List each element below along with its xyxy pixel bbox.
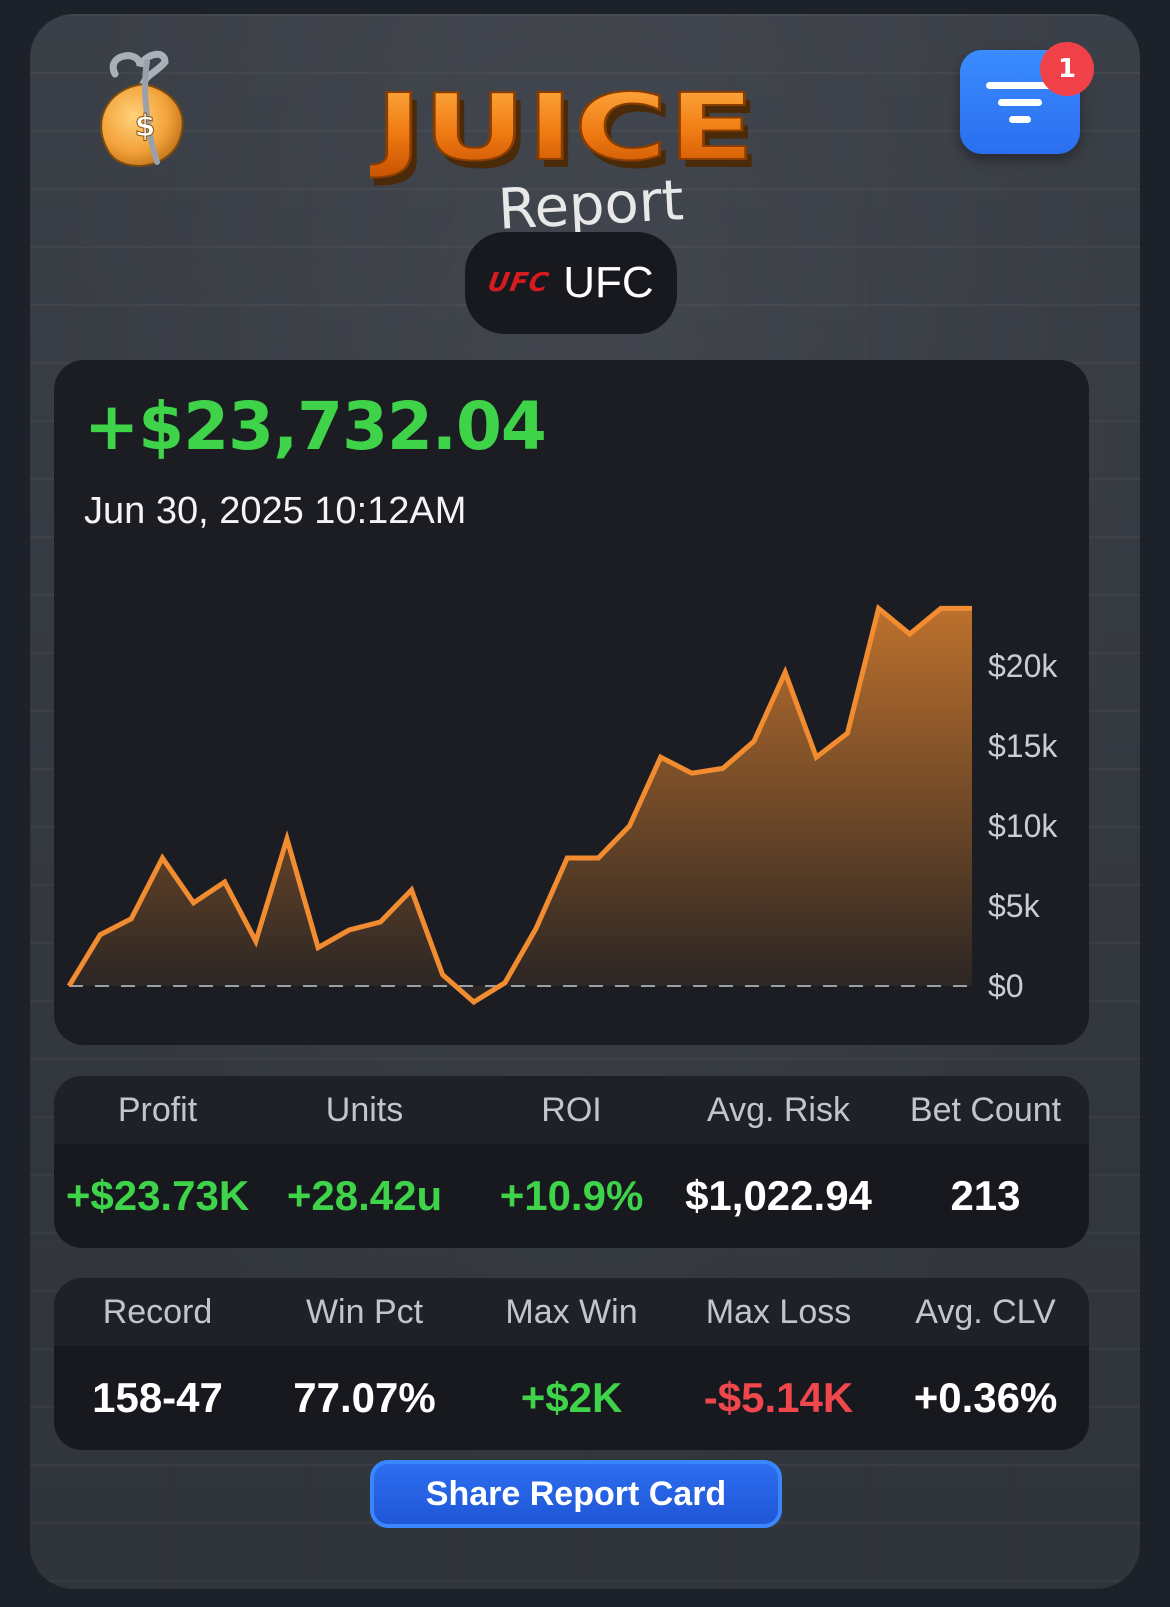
logo-juice: JUICE [370,74,755,181]
ufc-logo-icon: UFC [485,268,552,298]
value-roi: +10.9% [499,1172,644,1219]
stats-table-2: Record Win Pct Max Win Max Loss Avg. CLV… [54,1278,1089,1450]
value-bet-count: 213 [950,1172,1021,1219]
value-profit: +$23.73K [65,1172,250,1219]
svg-text:JUICE: JUICE [373,82,761,189]
header-profit: Profit [117,1090,198,1129]
stats-header-row: Record Win Pct Max Win Max Loss Avg. CLV [54,1278,1089,1346]
header-roi: ROI [541,1090,602,1129]
header-record: Record [102,1292,213,1331]
value-max-loss: -$5.14K [703,1374,854,1421]
filter-icon [986,82,1054,123]
value-max-win: +$2K [520,1374,623,1421]
y-tick-label: $0 [988,968,1024,1004]
y-tick-label: $15k [988,728,1058,764]
y-tick-label: $10k [988,808,1058,844]
logo-report: Report [497,168,686,234]
header-avg-risk: Avg. Risk [707,1090,850,1129]
sport-name: UFC [563,258,654,307]
value-record: 158-47 [92,1374,223,1421]
juice-report-logo: JUICE JUICE Report [370,73,761,234]
stats-value-row: +$23.73K +28.42u +10.9% $1,022.94 213 [54,1144,1089,1248]
value-avg-risk: $1,022.94 [685,1172,872,1219]
profit-chart-panel: +$23,732.04 Jun 30, 2025 10:12AM $20k $15… [54,360,1089,1045]
sport-selector[interactable]: UFC UFC [465,232,677,334]
value-units: +28.42u [286,1172,443,1219]
stats-value-row: 158-47 77.07% +$2K -$5.14K +0.36% [54,1346,1089,1450]
stats-table-1: Profit Units ROI Avg. Risk Bet Count +$2… [54,1076,1089,1248]
header-units: Units [325,1090,404,1129]
profit-series-line [66,603,972,1006]
value-avg-clv: +0.36% [913,1374,1058,1421]
svg-text:$: $ [135,109,156,144]
header-avg-clv: Avg. CLV [915,1292,1056,1331]
y-tick-label: $20k [988,648,1058,684]
value-win-pct: 77.07% [293,1374,436,1421]
share-report-card-button[interactable]: Share Report Card [370,1460,782,1528]
stats-header-row: Profit Units ROI Avg. Risk Bet Count [54,1076,1089,1144]
chart-area-fill [69,608,972,1002]
money-bag-icon: $ [100,50,184,167]
report-card: $ JUICE JUICE Report 1 UFC UFC +$23,732.… [30,14,1140,1589]
total-profit: +$23,732.04 [84,388,547,465]
y-tick-label: $5k [988,888,1041,924]
filter-count-badge: 1 [1040,42,1094,96]
profit-area-chart[interactable]: $20k $15k $10k $5k $0 [54,360,1089,1045]
chart-timestamp: Jun 30, 2025 10:12AM [84,490,467,532]
header-bet-count: Bet Count [909,1090,1062,1129]
header-max-win: Max Win [505,1292,638,1331]
header-win-pct: Win Pct [305,1292,424,1331]
header-max-loss: Max Loss [705,1292,852,1331]
